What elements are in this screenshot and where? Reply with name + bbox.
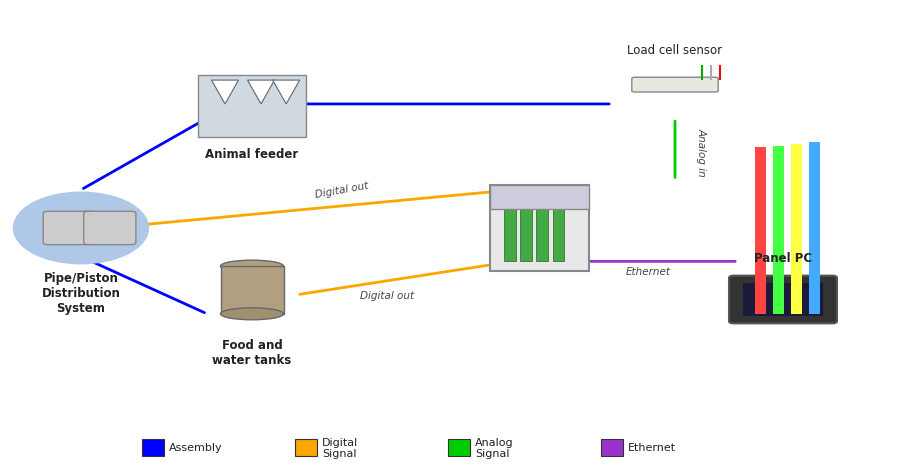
FancyBboxPatch shape [491, 186, 590, 209]
Polygon shape [212, 81, 239, 105]
Bar [791, 145, 802, 314]
Text: Animal feeder: Animal feeder [205, 148, 299, 160]
FancyBboxPatch shape [504, 195, 516, 262]
FancyBboxPatch shape [553, 195, 564, 262]
FancyBboxPatch shape [520, 195, 532, 262]
FancyBboxPatch shape [84, 212, 136, 245]
FancyBboxPatch shape [220, 267, 284, 314]
FancyBboxPatch shape [632, 78, 718, 93]
FancyBboxPatch shape [491, 186, 590, 271]
FancyBboxPatch shape [295, 439, 317, 456]
FancyBboxPatch shape [729, 276, 837, 324]
FancyBboxPatch shape [142, 439, 164, 456]
Text: Load cell sensor: Load cell sensor [627, 44, 723, 57]
Text: Pipe/Piston
Distribution
System: Pipe/Piston Distribution System [41, 271, 121, 314]
Ellipse shape [220, 261, 284, 272]
Text: Ethernet: Ethernet [628, 443, 676, 452]
FancyBboxPatch shape [43, 212, 95, 245]
Ellipse shape [220, 308, 284, 320]
Text: Digital
Signal: Digital Signal [322, 436, 358, 458]
FancyBboxPatch shape [448, 439, 470, 456]
Bar [773, 147, 784, 314]
Polygon shape [248, 81, 274, 105]
Polygon shape [273, 81, 300, 105]
Text: Analog
Signal: Analog Signal [475, 436, 514, 458]
Text: Digital out: Digital out [360, 290, 414, 300]
FancyBboxPatch shape [198, 76, 306, 138]
FancyBboxPatch shape [742, 283, 824, 317]
Text: Assembly: Assembly [169, 443, 223, 452]
Text: Analog in: Analog in [697, 128, 707, 177]
Text: Food and
water tanks: Food and water tanks [212, 338, 292, 366]
Text: Panel PC: Panel PC [754, 251, 812, 264]
Text: Ethernet: Ethernet [626, 267, 670, 276]
FancyBboxPatch shape [536, 195, 548, 262]
Bar [809, 143, 820, 314]
Circle shape [14, 193, 149, 264]
FancyBboxPatch shape [601, 439, 623, 456]
Bar [755, 148, 766, 314]
Text: Digital out: Digital out [314, 181, 370, 200]
